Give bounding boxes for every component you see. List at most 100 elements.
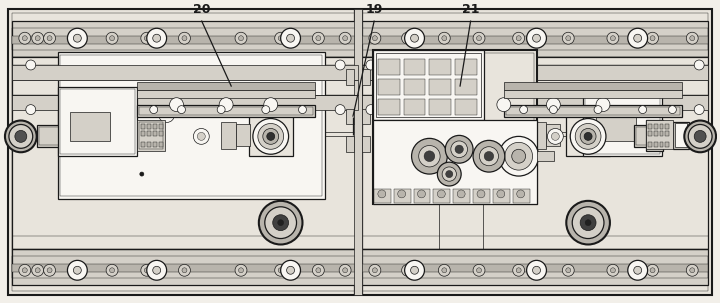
Bar: [362, 256, 708, 278]
Circle shape: [22, 268, 27, 273]
Circle shape: [437, 162, 461, 186]
Bar: [12, 28, 358, 50]
Bar: [12, 57, 358, 249]
Text: 19: 19: [366, 3, 383, 16]
Bar: [362, 136, 370, 152]
Circle shape: [197, 132, 205, 140]
Bar: [404, 79, 426, 95]
Circle shape: [182, 268, 187, 273]
Circle shape: [405, 36, 410, 41]
Bar: [153, 132, 157, 136]
Bar: [362, 80, 708, 95]
Bar: [373, 119, 536, 204]
Bar: [404, 59, 426, 75]
Bar: [504, 105, 683, 117]
Circle shape: [316, 36, 321, 41]
Circle shape: [372, 268, 377, 273]
Circle shape: [477, 36, 482, 41]
Circle shape: [44, 32, 55, 44]
Circle shape: [32, 32, 44, 44]
Circle shape: [477, 268, 482, 273]
Circle shape: [445, 135, 473, 163]
Circle shape: [141, 264, 153, 276]
Bar: [12, 36, 358, 44]
Bar: [647, 125, 652, 129]
Bar: [153, 142, 157, 147]
Bar: [376, 53, 534, 201]
Circle shape: [410, 266, 418, 274]
Circle shape: [273, 215, 289, 231]
Bar: [373, 50, 536, 204]
Bar: [137, 90, 315, 98]
Bar: [378, 79, 400, 95]
Bar: [660, 132, 663, 136]
Bar: [665, 125, 670, 129]
Bar: [546, 125, 560, 146]
Bar: [429, 99, 451, 115]
Bar: [373, 50, 484, 119]
Circle shape: [686, 32, 698, 44]
Circle shape: [73, 266, 81, 274]
Bar: [12, 80, 358, 95]
Circle shape: [512, 149, 526, 163]
Circle shape: [153, 266, 161, 274]
Bar: [362, 65, 708, 80]
Circle shape: [312, 264, 324, 276]
Circle shape: [690, 268, 695, 273]
Bar: [153, 125, 157, 129]
Bar: [374, 189, 391, 203]
Circle shape: [418, 190, 426, 198]
Circle shape: [480, 147, 498, 166]
Circle shape: [35, 36, 40, 41]
Bar: [647, 132, 652, 136]
Circle shape: [47, 36, 52, 41]
Circle shape: [596, 98, 610, 112]
Bar: [362, 69, 370, 85]
Circle shape: [287, 34, 294, 42]
Circle shape: [265, 207, 297, 238]
Circle shape: [566, 268, 571, 273]
Circle shape: [580, 215, 596, 231]
Circle shape: [477, 190, 485, 198]
Bar: [654, 132, 657, 136]
Circle shape: [424, 151, 435, 161]
Circle shape: [9, 125, 32, 148]
Circle shape: [546, 98, 560, 112]
Bar: [137, 119, 165, 151]
Circle shape: [547, 128, 563, 144]
Bar: [346, 69, 354, 85]
Bar: [12, 95, 358, 110]
Bar: [39, 128, 89, 145]
Circle shape: [339, 32, 351, 44]
Circle shape: [278, 36, 283, 41]
Circle shape: [566, 36, 571, 41]
Circle shape: [182, 36, 187, 41]
Bar: [362, 264, 708, 272]
Bar: [12, 65, 358, 80]
Bar: [362, 36, 708, 44]
Circle shape: [26, 105, 36, 115]
Circle shape: [312, 32, 324, 44]
Circle shape: [316, 268, 321, 273]
Circle shape: [259, 201, 302, 245]
Circle shape: [516, 36, 521, 41]
Circle shape: [562, 264, 575, 276]
Circle shape: [262, 106, 270, 114]
Circle shape: [572, 207, 604, 238]
Circle shape: [455, 145, 464, 153]
Bar: [455, 99, 477, 115]
Circle shape: [473, 264, 485, 276]
Bar: [362, 57, 708, 249]
Circle shape: [194, 128, 210, 144]
Circle shape: [32, 264, 44, 276]
Circle shape: [73, 34, 81, 42]
Bar: [660, 125, 663, 129]
Bar: [585, 89, 660, 154]
Bar: [404, 99, 426, 115]
Circle shape: [419, 145, 440, 167]
Circle shape: [611, 36, 616, 41]
Circle shape: [47, 268, 52, 273]
Bar: [378, 59, 400, 75]
Circle shape: [647, 32, 659, 44]
Circle shape: [19, 264, 31, 276]
